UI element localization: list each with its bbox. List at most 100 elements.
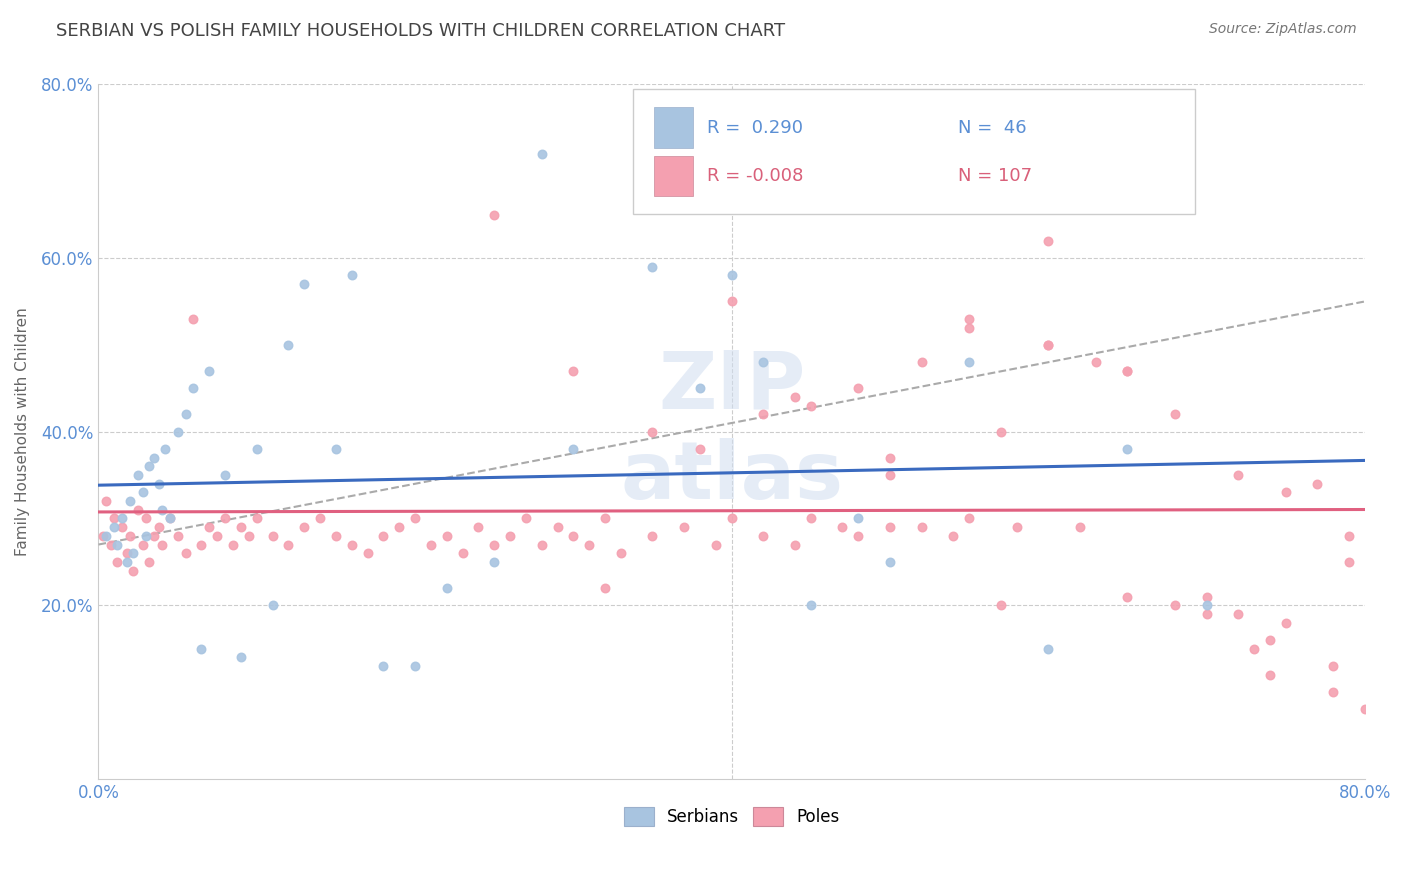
- Point: [800, 511, 823, 525]
- Point: [132, 485, 155, 500]
- Point: [641, 260, 664, 274]
- Point: [547, 520, 569, 534]
- Point: [957, 311, 980, 326]
- Point: [127, 468, 149, 483]
- Point: [593, 581, 616, 595]
- Point: [990, 599, 1012, 613]
- Point: [1337, 555, 1360, 569]
- Point: [222, 537, 245, 551]
- Point: [578, 537, 600, 551]
- Point: [159, 511, 181, 525]
- Point: [148, 520, 170, 534]
- Point: [1274, 485, 1296, 500]
- Point: [436, 581, 458, 595]
- Point: [142, 450, 165, 465]
- Point: [356, 546, 378, 560]
- Point: [910, 520, 932, 534]
- Point: [198, 520, 221, 534]
- Point: [1195, 599, 1218, 613]
- Point: [190, 641, 212, 656]
- Point: [388, 520, 411, 534]
- Point: [373, 659, 395, 673]
- Point: [1069, 520, 1091, 534]
- Point: [166, 529, 188, 543]
- Point: [720, 511, 742, 525]
- Point: [879, 520, 901, 534]
- Point: [404, 511, 426, 525]
- Point: [610, 546, 633, 560]
- Point: [153, 442, 176, 456]
- Point: [277, 338, 299, 352]
- Point: [689, 442, 711, 456]
- Point: [482, 537, 505, 551]
- Point: [641, 425, 664, 439]
- Point: [1164, 407, 1187, 421]
- Point: [107, 555, 129, 569]
- Point: [122, 564, 145, 578]
- Point: [846, 511, 869, 525]
- Point: [436, 529, 458, 543]
- Point: [340, 537, 363, 551]
- Point: [100, 537, 122, 551]
- Point: [752, 355, 775, 369]
- Point: [159, 511, 181, 525]
- Point: [229, 520, 252, 534]
- Point: [91, 529, 114, 543]
- Point: [467, 520, 489, 534]
- Point: [120, 529, 142, 543]
- Point: [910, 355, 932, 369]
- Point: [957, 320, 980, 334]
- Point: [111, 511, 134, 525]
- Point: [641, 529, 664, 543]
- Point: [214, 468, 236, 483]
- Point: [957, 355, 980, 369]
- Point: [325, 529, 347, 543]
- Text: N =  46: N = 46: [957, 119, 1026, 136]
- Point: [482, 555, 505, 569]
- Point: [1116, 364, 1139, 378]
- Point: [530, 147, 553, 161]
- Y-axis label: Family Households with Children: Family Households with Children: [15, 308, 30, 556]
- Point: [846, 381, 869, 395]
- Point: [1038, 338, 1060, 352]
- Point: [309, 511, 332, 525]
- Point: [150, 537, 173, 551]
- Point: [720, 294, 742, 309]
- Point: [499, 529, 522, 543]
- Point: [174, 546, 197, 560]
- Point: [127, 503, 149, 517]
- Point: [783, 390, 806, 404]
- Point: [246, 511, 269, 525]
- Point: [831, 520, 853, 534]
- Point: [122, 546, 145, 560]
- Point: [1227, 607, 1250, 621]
- Point: [190, 537, 212, 551]
- Point: [800, 399, 823, 413]
- Point: [704, 537, 727, 551]
- Point: [214, 511, 236, 525]
- Point: [783, 537, 806, 551]
- Point: [515, 511, 537, 525]
- Point: [148, 476, 170, 491]
- Point: [404, 659, 426, 673]
- Point: [1116, 590, 1139, 604]
- Point: [183, 311, 205, 326]
- Text: N = 107: N = 107: [957, 167, 1032, 185]
- Point: [107, 537, 129, 551]
- Text: SERBIAN VS POLISH FAMILY HOUSEHOLDS WITH CHILDREN CORRELATION CHART: SERBIAN VS POLISH FAMILY HOUSEHOLDS WITH…: [56, 22, 786, 40]
- Point: [879, 450, 901, 465]
- Point: [96, 529, 118, 543]
- Point: [990, 425, 1012, 439]
- Point: [562, 364, 585, 378]
- Point: [115, 555, 138, 569]
- Point: [1164, 599, 1187, 613]
- Point: [246, 442, 269, 456]
- Point: [530, 537, 553, 551]
- Point: [451, 546, 474, 560]
- Point: [292, 277, 315, 292]
- Point: [673, 520, 696, 534]
- Point: [229, 650, 252, 665]
- Point: [957, 511, 980, 525]
- Point: [1322, 659, 1344, 673]
- Point: [419, 537, 441, 551]
